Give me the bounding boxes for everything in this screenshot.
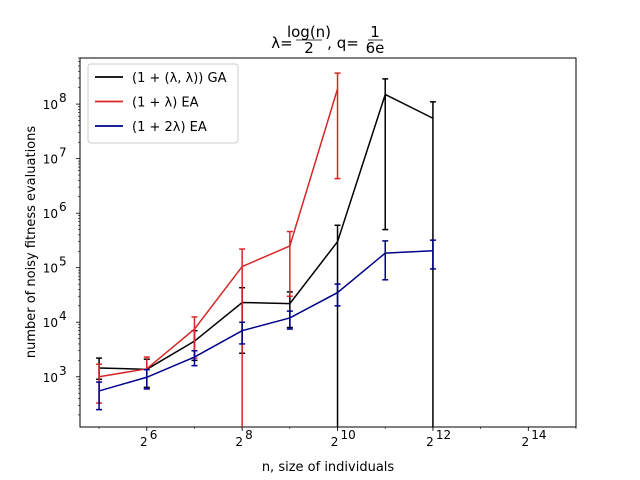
y-tick-label: 10 (43, 153, 58, 167)
y-tick-label-exponent: 6 (59, 200, 67, 214)
error-bar (334, 224, 341, 427)
title-q-numerator: 1 (370, 23, 380, 41)
error-bar (143, 368, 150, 390)
legend-item: (1 + λ) EA (95, 96, 199, 111)
series-line (98, 249, 433, 392)
y-axis-label: number of noisy fitness evaluations (24, 126, 39, 359)
y-tick-label-exponent: 3 (59, 364, 67, 378)
series-line (98, 88, 339, 378)
x-tick-label-exponent: 8 (245, 428, 253, 442)
error-bar (286, 310, 293, 330)
x-tick-label: 2 (521, 435, 529, 449)
x-tick-label-exponent: 10 (341, 428, 356, 442)
title-separator: , q= (327, 34, 359, 52)
error-bar (96, 381, 103, 411)
series-layer (96, 72, 436, 427)
legend-label: (1 + λ) EA (132, 96, 199, 111)
y-tick-label: 10 (43, 316, 58, 330)
error-bar (382, 240, 389, 281)
x-tick-label: 2 (331, 435, 339, 449)
error-bar (191, 350, 198, 367)
error-bar (334, 283, 341, 307)
legend-item: (1 + 2λ) EA (95, 120, 207, 135)
x-tick-label-exponent: 14 (531, 428, 546, 442)
x-tick-label: 2 (426, 435, 434, 449)
x-axis-ticks: 2 6 2 8 2 10 2 12 2 14 (98, 427, 577, 449)
title-lambda-denominator: 2 (304, 39, 314, 57)
x-tick-label: 2 (235, 435, 243, 449)
title-lambda: λ= (271, 34, 292, 52)
y-tick-label: 10 (43, 371, 58, 385)
legend-label: (1 + 2λ) EA (132, 120, 207, 135)
y-tick-label-exponent: 8 (59, 91, 67, 105)
y-tick-label-exponent: 4 (59, 309, 67, 323)
y-tick-label-exponent: 5 (59, 255, 67, 269)
legend-box (87, 63, 239, 144)
series-2 (96, 239, 436, 411)
error-bar (286, 230, 293, 297)
series-line (99, 93, 434, 371)
error-bar (334, 72, 341, 180)
legend-label: (1 + (λ, λ)) GA (132, 71, 227, 86)
error-bar (239, 321, 246, 345)
plot-frame (79, 57, 577, 428)
x-tick-label-exponent: 6 (150, 428, 158, 442)
error-bar (382, 78, 389, 231)
legend: (1 + (λ, λ)) GA (1 + λ) EA (1 + 2λ) EA (87, 63, 239, 144)
x-axis-label: n, size of individuals (262, 460, 395, 475)
x-tick-label-exponent: 12 (436, 428, 451, 442)
y-tick-label: 10 (43, 207, 58, 221)
chart-title: λ= (271, 34, 292, 52)
x-tick-label: 2 (140, 435, 148, 449)
y-tick-label: 10 (43, 98, 58, 112)
legend-item: (1 + (λ, λ)) GA (95, 71, 227, 86)
title-lambda-numerator: log(n) (287, 23, 331, 41)
title-q-denominator: 6e (366, 39, 385, 57)
error-bar (429, 239, 436, 270)
y-tick-label-exponent: 7 (59, 146, 67, 160)
y-tick-label: 10 (43, 262, 58, 276)
